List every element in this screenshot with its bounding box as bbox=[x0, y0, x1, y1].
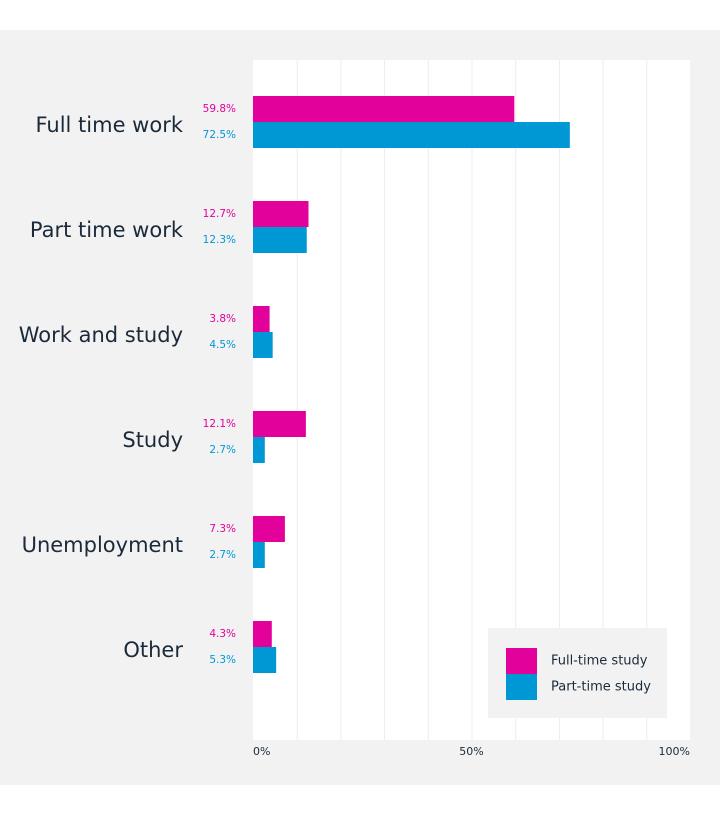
value-label-part-time-study-unemployment: 2.7% bbox=[209, 549, 236, 561]
bar-part-time-study-other bbox=[253, 647, 277, 673]
category-label-study: Study bbox=[122, 428, 183, 452]
x-axis-ticks: 0% 50% 100% bbox=[253, 745, 690, 758]
value-labels: 59.8% 72.5% 12.7% 12.3% 3.8% 4.5% 12.1% 2.7% 7.3… bbox=[203, 103, 236, 666]
value-label-full-time-study-other: 4.3% bbox=[209, 628, 236, 640]
bar-part-time-study-study bbox=[253, 437, 265, 463]
bar-full-time-study-study bbox=[253, 411, 306, 437]
tick-label: 0% bbox=[253, 745, 270, 758]
bar-part-time-study-unemployment bbox=[253, 542, 265, 568]
value-label-part-time-study-other: 5.3% bbox=[209, 654, 236, 666]
value-label-part-time-study-full-time-work: 72.5% bbox=[203, 129, 236, 141]
category-labels: Full time work Part time work Work and stu… bbox=[19, 113, 184, 662]
value-label-part-time-study-work-and-study: 4.5% bbox=[209, 339, 236, 351]
category-label-unemployment: Unemployment bbox=[22, 533, 183, 557]
tick-label: 50% bbox=[459, 745, 483, 758]
grid-lines bbox=[296, 60, 648, 740]
bar-full-time-study-other bbox=[253, 621, 272, 647]
value-label-full-time-study-work-and-study: 3.8% bbox=[209, 313, 236, 325]
category-label-full-time-work: Full time work bbox=[35, 113, 183, 137]
category-label-other: Other bbox=[123, 638, 183, 662]
category-label-part-time-work: Part time work bbox=[30, 218, 184, 242]
value-label-full-time-study-unemployment: 7.3% bbox=[209, 523, 236, 535]
legend-label-full-time-study: Full-time study bbox=[551, 654, 648, 669]
value-label-full-time-study-full-time-work: 59.8% bbox=[203, 103, 236, 115]
legend-swatch-part-time-study bbox=[506, 674, 537, 700]
bar-part-time-study-part-time-work bbox=[253, 227, 307, 253]
value-label-full-time-study-study: 12.1% bbox=[203, 418, 236, 430]
category-label-work-and-study: Work and study bbox=[19, 323, 183, 347]
value-label-part-time-study-study: 2.7% bbox=[209, 444, 236, 456]
bar-full-time-study-work-and-study bbox=[253, 306, 270, 332]
bar-full-time-study-full-time-work bbox=[253, 96, 515, 122]
tick-label: 100% bbox=[659, 745, 690, 758]
value-label-full-time-study-part-time-work: 12.7% bbox=[203, 208, 236, 220]
bars bbox=[253, 96, 570, 673]
bar-full-time-study-unemployment bbox=[253, 516, 285, 542]
legend: Full-time study Part-time study bbox=[488, 628, 667, 718]
value-label-part-time-study-part-time-work: 12.3% bbox=[203, 234, 236, 246]
bar-part-time-study-work-and-study bbox=[253, 332, 273, 358]
bar-full-time-study-part-time-work bbox=[253, 201, 309, 227]
bar-part-time-study-full-time-work bbox=[253, 122, 570, 148]
legend-label-part-time-study: Part-time study bbox=[551, 680, 651, 695]
legend-swatch-full-time-study bbox=[506, 648, 537, 674]
